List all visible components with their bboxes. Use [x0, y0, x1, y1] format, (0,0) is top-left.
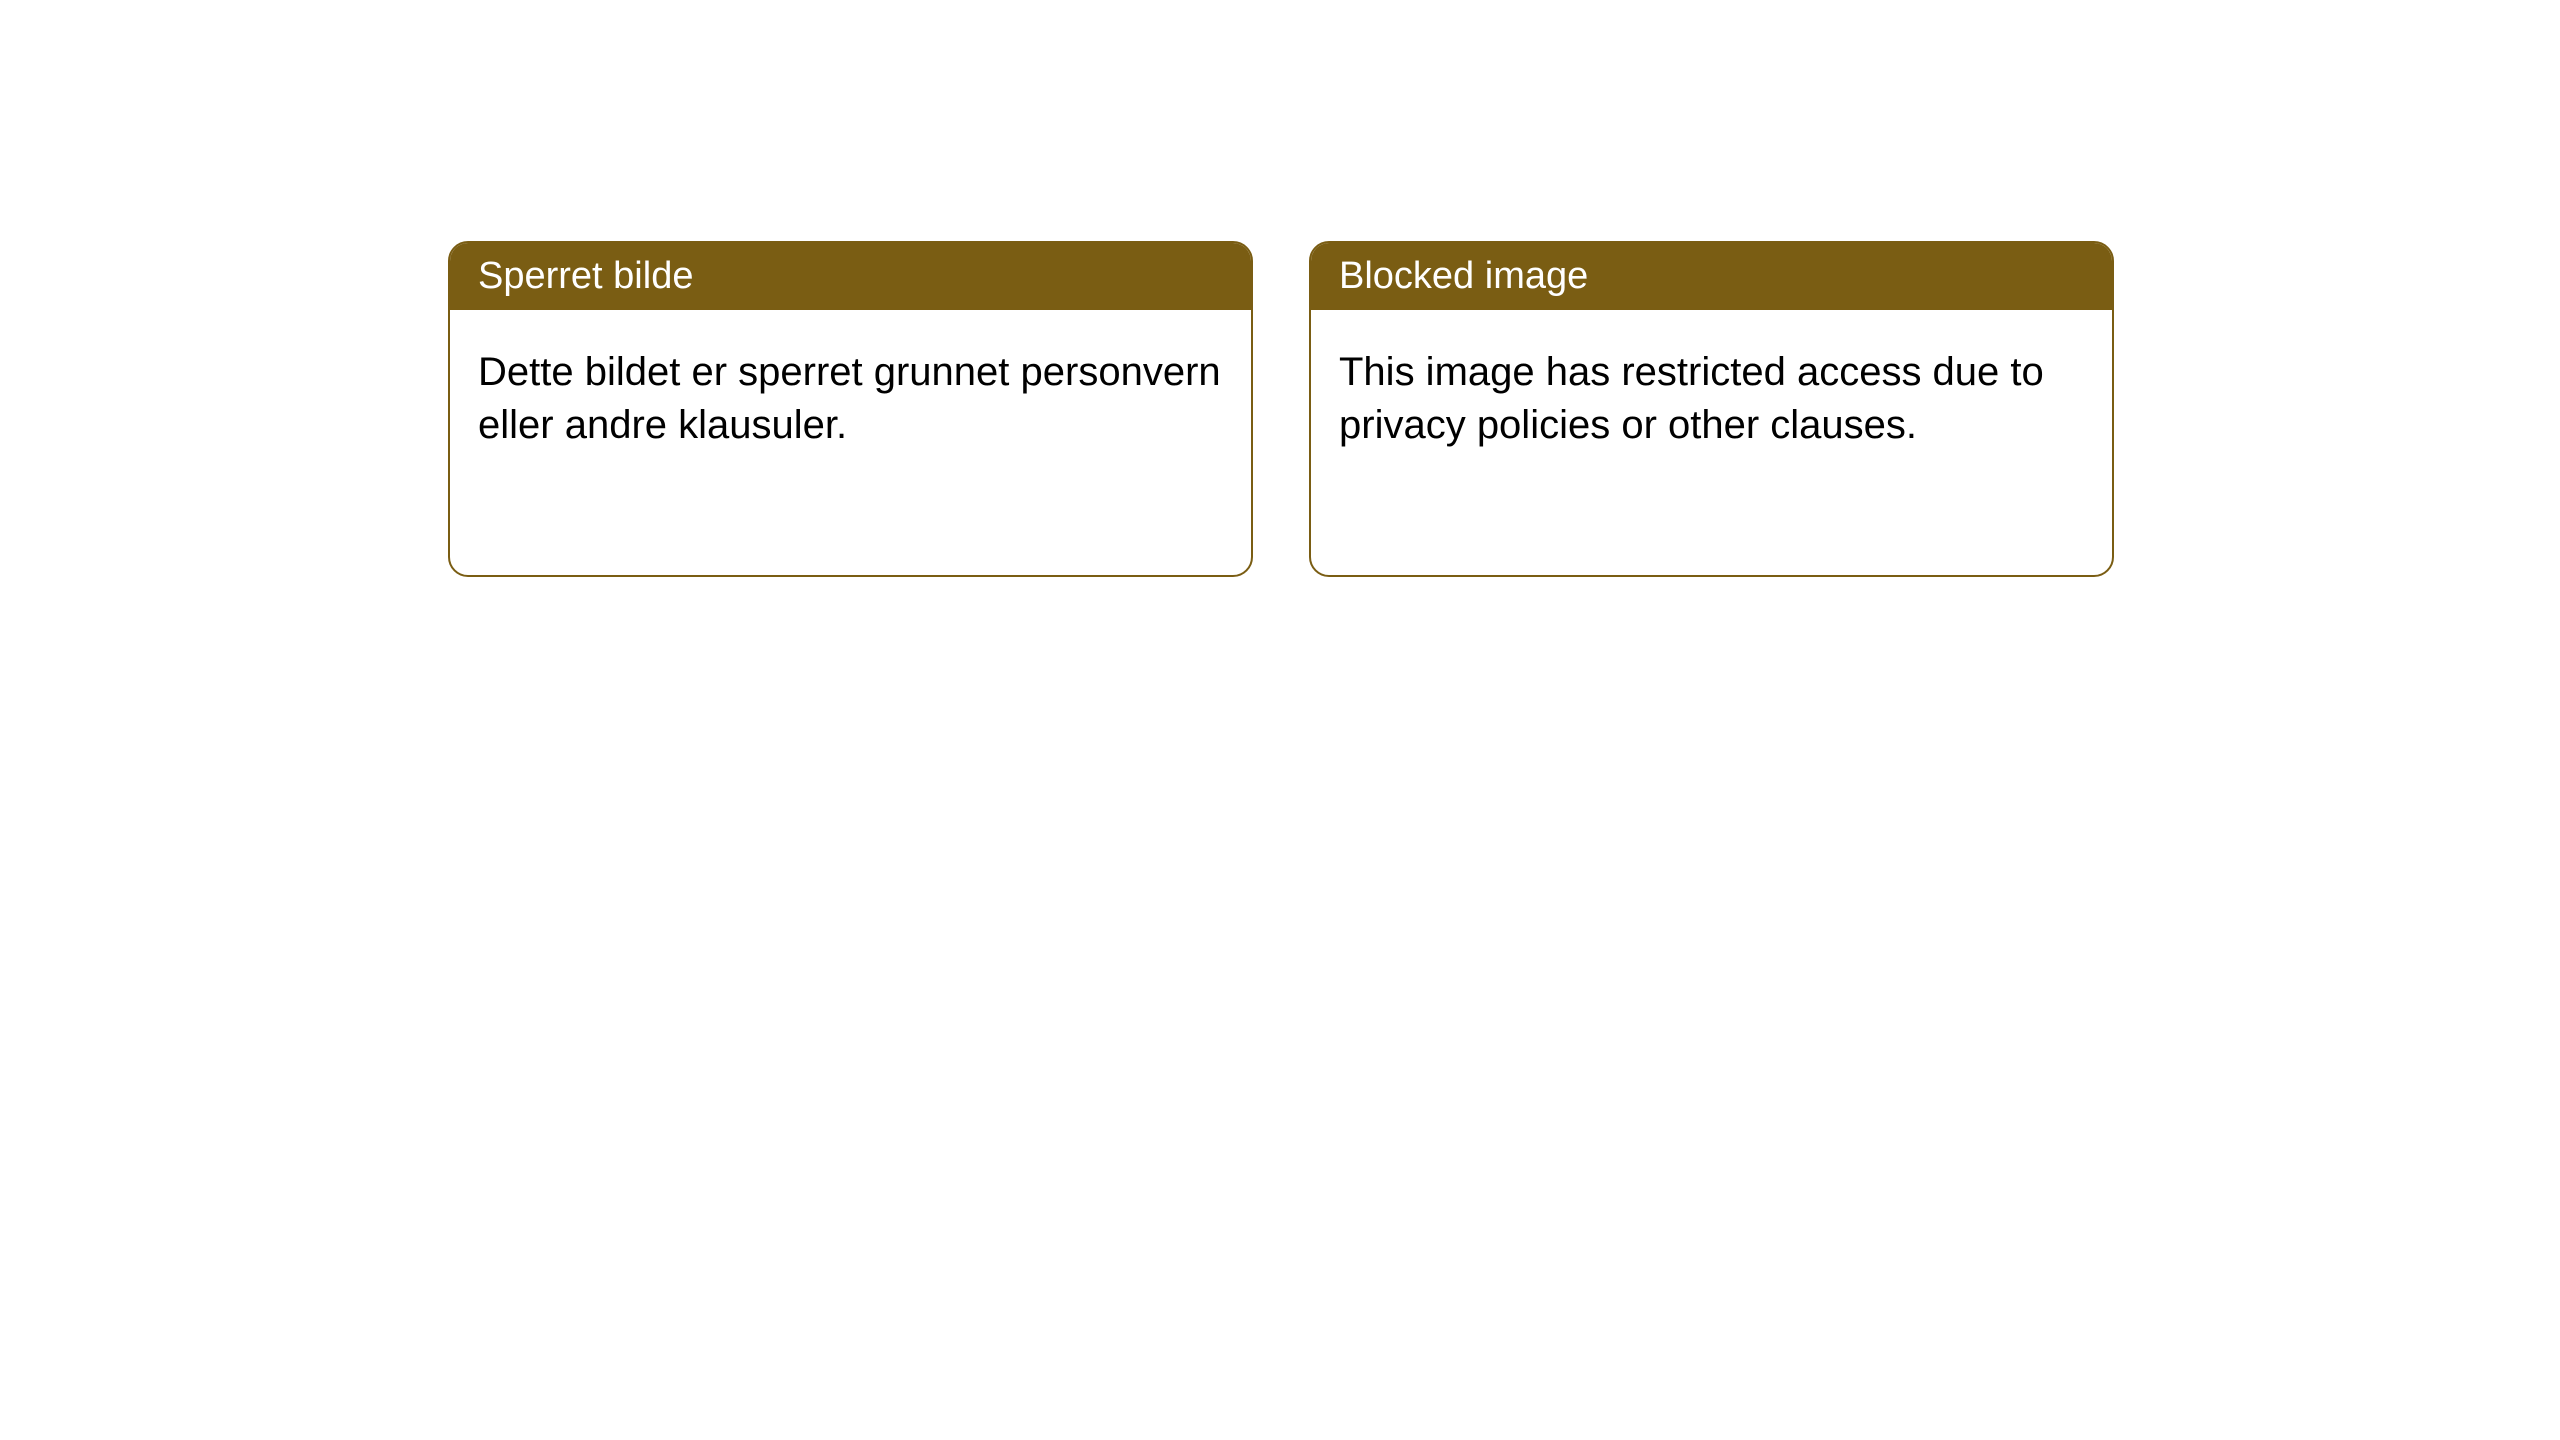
card-title: Sperret bilde — [478, 255, 693, 297]
card-body-text: This image has restricted access due to … — [1339, 350, 2044, 447]
blocked-image-card-english: Blocked image This image has restricted … — [1309, 241, 2114, 577]
cards-container: Sperret bilde Dette bildet er sperret gr… — [0, 0, 2560, 577]
card-body: Dette bildet er sperret grunnet personve… — [450, 310, 1251, 488]
card-body: This image has restricted access due to … — [1311, 310, 2112, 488]
card-body-text: Dette bildet er sperret grunnet personve… — [478, 350, 1221, 447]
card-title: Blocked image — [1339, 255, 1588, 297]
card-header: Sperret bilde — [450, 243, 1251, 310]
blocked-image-card-norwegian: Sperret bilde Dette bildet er sperret gr… — [448, 241, 1253, 577]
card-header: Blocked image — [1311, 243, 2112, 310]
